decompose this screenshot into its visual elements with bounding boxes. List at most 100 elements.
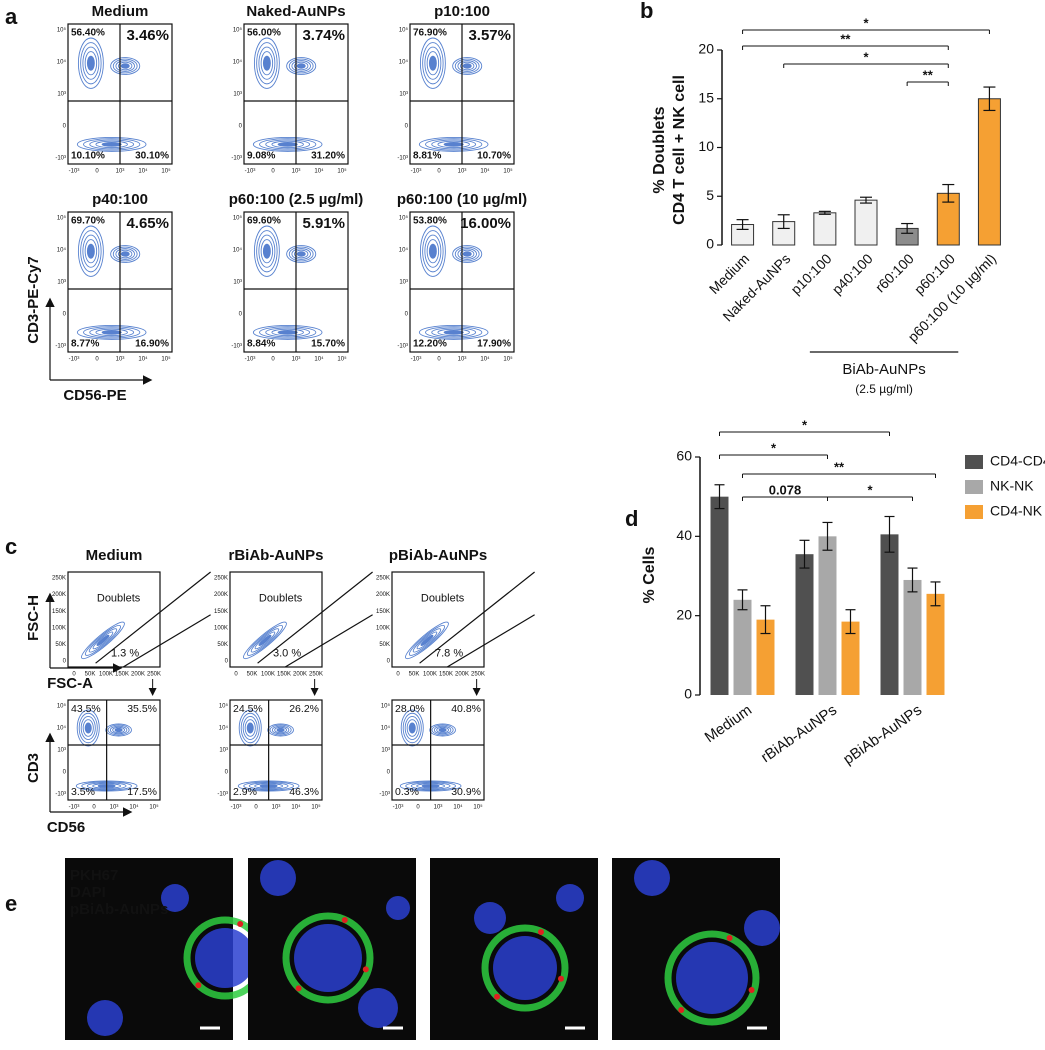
- contour: [462, 63, 472, 69]
- plot-title: Medium: [86, 547, 143, 564]
- contour: [422, 230, 444, 273]
- flow-y-tick: 50K: [379, 642, 390, 648]
- flow-x-tick: 10⁴: [480, 168, 490, 175]
- legend-label: CD4-CD4: [990, 453, 1045, 469]
- bar: [880, 534, 899, 695]
- contour: [437, 140, 470, 149]
- contour: [238, 709, 262, 747]
- contour: [80, 716, 96, 740]
- flow-y-tick: 10⁴: [57, 247, 67, 254]
- flow-x-tick: 0: [271, 169, 275, 175]
- flow-y-tick: 0: [387, 659, 391, 665]
- contour: [110, 57, 141, 75]
- contour: [118, 61, 133, 71]
- contour: [258, 46, 276, 80]
- flow-y-tick: 10³: [233, 280, 242, 286]
- quadrant-pct: 2.9%: [233, 786, 257, 798]
- sig-label: *: [802, 417, 808, 432]
- flow-y-tick: 50K: [55, 642, 66, 648]
- contour: [78, 712, 98, 744]
- flow-x-tick: -10³: [245, 357, 256, 363]
- flow-y-tick: 200K: [376, 592, 390, 598]
- flow-x-tick: 0: [437, 169, 441, 175]
- particle: [538, 929, 544, 935]
- sig-label: 0.078: [769, 482, 802, 497]
- gate-label: Doublets: [421, 593, 465, 605]
- flow-y-tick: 10⁴: [57, 59, 67, 66]
- quadrant-pct: 9.08%: [247, 151, 275, 162]
- quadrant-pct: 17.5%: [127, 786, 157, 798]
- quadrant-pct: 10.10%: [71, 151, 105, 162]
- contour: [83, 138, 141, 151]
- contour: [114, 727, 123, 733]
- contour: [271, 328, 304, 337]
- contour: [262, 243, 271, 259]
- quadrant-pct: 10.70%: [477, 151, 511, 162]
- flow-x-tick: -10³: [69, 169, 80, 175]
- flow-y-tick: 0: [387, 770, 391, 776]
- flow-y-tick: 10⁵: [399, 215, 409, 222]
- contour: [405, 621, 449, 660]
- legend-swatch: [965, 480, 983, 494]
- contour: [95, 140, 128, 149]
- contour: [424, 46, 442, 80]
- bar: [756, 619, 775, 695]
- x-tick-label: Medium: [702, 702, 755, 747]
- quadrant-pct: 8.84%: [247, 339, 275, 350]
- gate-pct: 1.3 %: [111, 648, 139, 660]
- flow-y-tick: 10⁴: [219, 725, 229, 732]
- flow-y-tick: 10³: [219, 748, 228, 754]
- contour: [244, 719, 256, 737]
- quadrant-pct: 56.00%: [247, 28, 281, 39]
- contour: [462, 251, 472, 257]
- gate-line: [446, 614, 535, 668]
- contour: [86, 55, 95, 71]
- flow-y-tick: 150K: [52, 609, 66, 615]
- plot-title: Naked-AuNPs: [246, 3, 345, 20]
- flow-x-tick: 10⁴: [314, 168, 324, 175]
- quadrant-pct: 15.70%: [311, 339, 345, 350]
- quadrant-pct: 16.90%: [135, 339, 169, 350]
- flow-y-tick: 250K: [214, 576, 228, 582]
- flow-y-tick: -10³: [217, 792, 228, 798]
- quadrant-pct: 4.65%: [126, 215, 169, 232]
- contour: [286, 57, 317, 75]
- contour: [269, 724, 292, 736]
- quadrant-pct: 31.20%: [311, 151, 345, 162]
- contour: [256, 42, 278, 85]
- contour: [84, 722, 92, 734]
- y-tick-label: 15: [698, 89, 714, 105]
- contour: [96, 634, 110, 646]
- flow-y-tick: 10³: [381, 748, 390, 754]
- contour: [419, 37, 446, 89]
- nucleus: [161, 884, 189, 912]
- contour: [416, 631, 438, 650]
- contour: [406, 719, 418, 737]
- contour: [404, 716, 420, 740]
- quadrant-pct: 69.70%: [71, 216, 105, 227]
- flow-y-tick: 0: [239, 312, 243, 318]
- contour: [77, 37, 104, 89]
- particle: [726, 935, 733, 941]
- contour: [262, 55, 271, 71]
- contour: [460, 61, 475, 71]
- y-tick-label: 60: [676, 448, 692, 464]
- quadrant-pct: 43.5%: [71, 703, 101, 715]
- y-axis-label: % Doublets: [651, 106, 668, 193]
- plot-frame: [67, 571, 161, 668]
- flow-y-tick: 10⁵: [57, 703, 67, 710]
- particle: [195, 982, 202, 989]
- nucleus: [87, 1000, 123, 1036]
- contour: [105, 723, 132, 737]
- bar: [818, 536, 837, 695]
- flow-y-tick: -10³: [231, 156, 242, 162]
- gate-line: [122, 614, 211, 668]
- flow-y-tick: 10⁴: [233, 247, 243, 254]
- flow-x-tick: 10³: [110, 805, 119, 811]
- contour: [81, 621, 125, 660]
- channel-label: pBiAb-AuNPs: [70, 901, 168, 918]
- flow-x-tick: 100K: [261, 672, 275, 678]
- contour: [115, 60, 135, 72]
- contour: [402, 712, 422, 744]
- gate-pct: 7.8 %: [435, 648, 463, 660]
